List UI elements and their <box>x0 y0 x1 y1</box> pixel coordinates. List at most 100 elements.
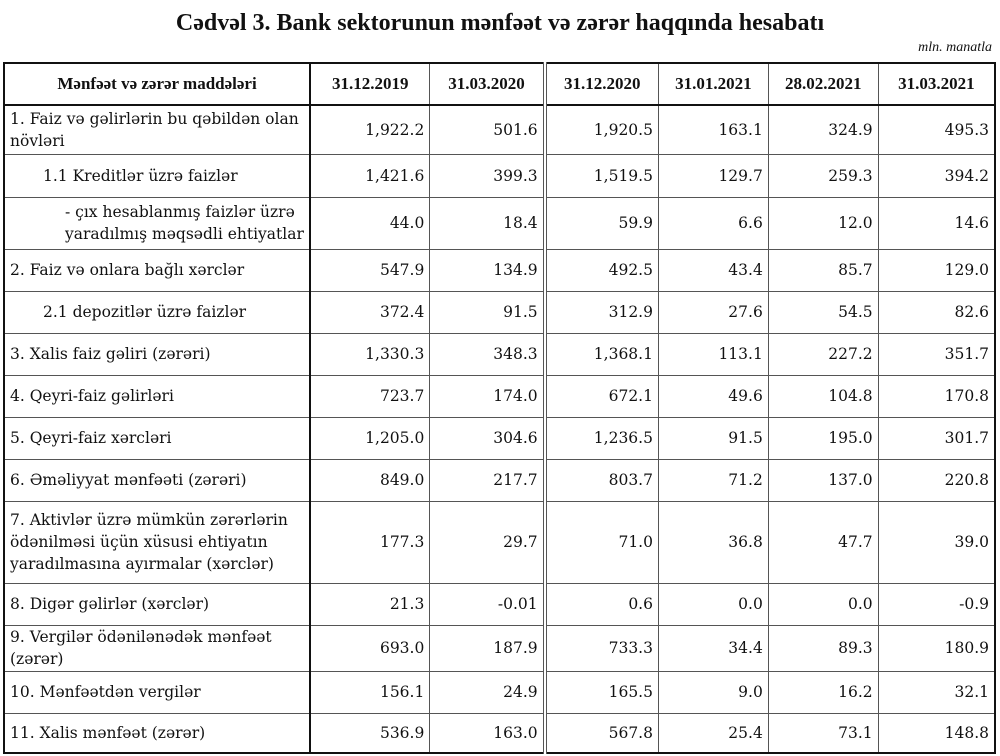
cell-value: 803.7 <box>542 458 659 502</box>
cell-value: 0.6 <box>542 582 659 626</box>
profit-loss-table: Mənfəət və zərər maddələri 31.12.2019 31.0… <box>3 62 996 754</box>
cell-value: 693.0 <box>309 624 431 672</box>
cell-value: 71.0 <box>542 500 659 584</box>
cell-value: 16.2 <box>767 670 879 714</box>
cell-value: 1,519.5 <box>542 153 659 198</box>
cell-value: 174.0 <box>429 374 546 418</box>
cell-value: 0.0 <box>657 582 769 626</box>
row-label: 6. Əməliyyat mənfəəti (zərəri) <box>3 458 312 502</box>
cell-value: 34.4 <box>657 624 769 672</box>
table-row: 1.1 Kreditlər üzrə faizlər 1,421.6 399.3 1,… <box>3 153 996 198</box>
cell-value: 1,920.5 <box>542 104 659 155</box>
cell-value: 32.1 <box>877 670 996 714</box>
cell-value: 217.7 <box>429 458 546 502</box>
table-row: 2.1 depozitlər üzrə faizlər 372.4 91.5 312.… <box>3 290 996 334</box>
cell-value: 259.3 <box>767 153 879 198</box>
table-row: 4. Qeyri-faiz gəlirləri 723.7 174.0 672.1 49… <box>3 374 996 418</box>
cell-value: 148.8 <box>877 712 996 754</box>
table-row: 6. Əməliyyat mənfəəti (zərəri) 849.0 217.7… <box>3 458 996 502</box>
row-label: 5. Qeyri-faiz xərcləri <box>3 416 312 460</box>
cell-value: 47.7 <box>767 500 879 584</box>
cell-value: 129.0 <box>877 248 996 292</box>
cell-value: 324.9 <box>767 104 879 155</box>
cell-value: 733.3 <box>542 624 659 672</box>
cell-value: 39.0 <box>877 500 996 584</box>
table-row: 3. Xalis faiz gəliri (zərəri) 1,330.3 348.… <box>3 332 996 376</box>
cell-value: 89.3 <box>767 624 879 672</box>
cell-value: 165.5 <box>542 670 659 714</box>
cell-value: 44.0 <box>309 196 431 250</box>
table-row: 9. Vergilər ödənilənədək mənfəət (zərər)… <box>3 624 996 672</box>
cell-value: 73.1 <box>767 712 879 754</box>
cell-value: 672.1 <box>542 374 659 418</box>
cell-value: 0.0 <box>767 582 879 626</box>
cell-value: 9.0 <box>657 670 769 714</box>
cell-value: 399.3 <box>429 153 546 198</box>
table-row: 8. Digər gəlirlər (xərclər) 21.3 -0.01 0.6 0… <box>3 582 996 626</box>
cell-value: 12.0 <box>767 196 879 250</box>
row-label: 3. Xalis faiz gəliri (zərəri) <box>3 332 312 376</box>
cell-value: 1,922.2 <box>309 104 431 155</box>
column-header-date: 31.03.2020 <box>429 62 546 106</box>
cell-value: 156.1 <box>309 670 431 714</box>
cell-value: 227.2 <box>767 332 879 376</box>
cell-value: 567.8 <box>542 712 659 754</box>
column-header-date: 31.12.2020 <box>542 62 659 106</box>
cell-value: 27.6 <box>657 290 769 334</box>
cell-value: 536.9 <box>309 712 431 754</box>
row-label: 10. Mənfəətdən vergilər <box>3 670 312 714</box>
cell-value: 71.2 <box>657 458 769 502</box>
cell-value: 849.0 <box>309 458 431 502</box>
cell-value: 501.6 <box>429 104 546 155</box>
cell-value: 301.7 <box>877 416 996 460</box>
row-label: 7. Aktivlər üzrə mümkün zərərlərin ödəni… <box>3 500 312 584</box>
cell-value: 170.8 <box>877 374 996 418</box>
cell-value: 1,421.6 <box>309 153 431 198</box>
cell-value: 723.7 <box>309 374 431 418</box>
column-header-date: 31.01.2021 <box>657 62 769 106</box>
cell-value: 54.5 <box>767 290 879 334</box>
cell-value: 134.9 <box>429 248 546 292</box>
cell-value: 18.4 <box>429 196 546 250</box>
cell-value: 312.9 <box>542 290 659 334</box>
cell-value: 394.2 <box>877 153 996 198</box>
cell-value: 59.9 <box>542 196 659 250</box>
row-label: 9. Vergilər ödənilənədək mənfəət (zərər) <box>3 624 312 672</box>
header-row: Mənfəət və zərər maddələri 31.12.2019 31.0… <box>3 62 996 106</box>
cell-value: 372.4 <box>309 290 431 334</box>
column-header-date: 31.03.2021 <box>877 62 996 106</box>
column-header-date: 31.12.2019 <box>309 62 431 106</box>
cell-value: 177.3 <box>309 500 431 584</box>
cell-value: 24.9 <box>429 670 546 714</box>
cell-value: -0.01 <box>429 582 546 626</box>
column-header-date: 28.02.2021 <box>767 62 879 106</box>
cell-value: 21.3 <box>309 582 431 626</box>
row-label: 2. Faiz və onlara bağlı xərclər <box>3 248 312 292</box>
cell-value: 220.8 <box>877 458 996 502</box>
cell-value: -0.9 <box>877 582 996 626</box>
cell-value: 49.6 <box>657 374 769 418</box>
cell-value: 187.9 <box>429 624 546 672</box>
cell-value: 547.9 <box>309 248 431 292</box>
row-label: 11. Xalis mənfəət (zərər) <box>3 712 312 754</box>
cell-value: 1,236.5 <box>542 416 659 460</box>
row-label: - çıx hesablanmış faizlər üzrə yaradılmı… <box>3 196 312 250</box>
table-row: 7. Aktivlər üzrə mümkün zərərlərin ödəni… <box>3 500 996 584</box>
row-label: 8. Digər gəlirlər (xərclər) <box>3 582 312 626</box>
cell-value: 1,205.0 <box>309 416 431 460</box>
table-row: 1. Faiz və gəlirlərin bu qəbildən olan n… <box>3 104 996 155</box>
table-title: Cədvəl 3. Bank sektorunun mənfəət və zər… <box>175 10 825 36</box>
cell-value: 163.0 <box>429 712 546 754</box>
cell-value: 104.8 <box>767 374 879 418</box>
cell-value: 495.3 <box>877 104 996 155</box>
cell-value: 91.5 <box>429 290 546 334</box>
cell-value: 129.7 <box>657 153 769 198</box>
table-row: 10. Mənfəətdən vergilər 156.1 24.9 165.5 9.0… <box>3 670 996 714</box>
cell-value: 163.1 <box>657 104 769 155</box>
cell-value: 36.8 <box>657 500 769 584</box>
unit-label: mln. manatla <box>918 40 992 55</box>
row-label: 2.1 depozitlər üzrə faizlər <box>3 290 312 334</box>
table-row: 2. Faiz və onlara bağlı xərclər 547.9 134.… <box>3 248 996 292</box>
row-label: 1.1 Kreditlər üzrə faizlər <box>3 153 312 198</box>
cell-value: 137.0 <box>767 458 879 502</box>
